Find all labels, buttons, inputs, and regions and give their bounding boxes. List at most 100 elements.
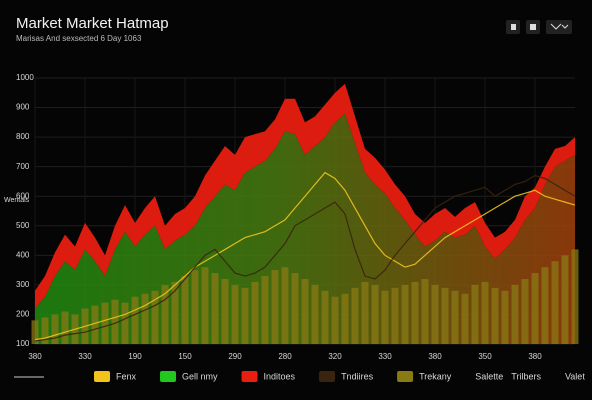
y-tick-label: 1000 xyxy=(16,73,34,82)
x-tick-label: 380 xyxy=(528,352,542,361)
y-tick-label: 400 xyxy=(16,250,30,259)
bar xyxy=(361,281,369,344)
bar xyxy=(31,320,39,344)
line xyxy=(34,171,576,341)
y-tick-label: 900 xyxy=(16,103,30,112)
x-tick-label: 350 xyxy=(478,352,492,361)
bar xyxy=(351,287,359,344)
bar xyxy=(61,311,69,344)
bar xyxy=(201,267,209,344)
bar xyxy=(211,273,219,344)
y-tick-label: 600 xyxy=(16,191,30,200)
legend: Fenx Gell nmy Inditoes Tndiires Trekany Salet… xyxy=(14,371,585,382)
bar xyxy=(101,302,109,344)
bar xyxy=(281,267,289,344)
bar xyxy=(471,284,479,344)
bar xyxy=(231,284,239,344)
bar xyxy=(531,273,539,344)
bar xyxy=(381,290,389,344)
bar xyxy=(141,293,149,344)
x-tick-label: 290 xyxy=(228,352,242,361)
bar xyxy=(251,281,259,344)
bar xyxy=(541,267,549,344)
legend-label: Gell nmy xyxy=(182,371,218,381)
toolbar-button[interactable] xyxy=(546,20,572,34)
x-tick-label: 380 xyxy=(428,352,442,361)
toolbar-icon xyxy=(550,23,569,30)
bar xyxy=(271,270,279,344)
chart-subtitle: Marisas And sexsected 6 Day 1063 xyxy=(16,34,142,43)
legend-swatch xyxy=(241,371,258,382)
bar xyxy=(301,278,309,344)
bar xyxy=(331,296,339,344)
y-tick-label: 200 xyxy=(16,310,30,319)
legend-label: Trekany xyxy=(419,371,452,381)
x-tick-label: 150 xyxy=(178,352,192,361)
bar xyxy=(111,299,119,344)
legend-swatch xyxy=(319,371,336,382)
bar xyxy=(511,284,519,344)
bar xyxy=(311,284,319,344)
x-tick-label: 190 xyxy=(128,352,142,361)
y-tick-label: 700 xyxy=(16,162,30,171)
legend-label: Inditoes xyxy=(264,371,296,381)
legend-swatch xyxy=(397,371,414,382)
x-tick-label: 330 xyxy=(78,352,92,361)
bar xyxy=(221,278,229,344)
bar xyxy=(371,284,379,344)
bar xyxy=(181,276,189,344)
bar xyxy=(551,261,559,344)
y-tick-label: 300 xyxy=(16,280,30,289)
bar xyxy=(151,290,159,344)
area xyxy=(35,113,575,344)
y-tick-label: 500 xyxy=(16,221,30,230)
x-tick-label: 380 xyxy=(28,352,42,361)
bar xyxy=(321,290,329,344)
bar xyxy=(451,290,459,344)
bar xyxy=(191,270,199,344)
bar xyxy=(441,287,449,344)
bar xyxy=(461,293,469,344)
bar xyxy=(401,284,409,344)
legend-swatch xyxy=(94,371,110,382)
bar xyxy=(261,276,269,344)
bar xyxy=(491,287,499,344)
chart-title: Market Market Hatmap xyxy=(16,15,169,32)
y-tick-label: 800 xyxy=(16,132,30,141)
bar xyxy=(431,284,439,344)
legend-note: Valet xyxy=(565,371,585,381)
bar xyxy=(391,287,399,344)
bar xyxy=(51,314,59,344)
bar xyxy=(481,281,489,344)
bar xyxy=(571,249,579,344)
bar xyxy=(171,281,179,344)
line xyxy=(34,174,576,342)
legend-label: Fenx xyxy=(116,371,137,381)
bar xyxy=(421,278,429,344)
bar xyxy=(241,287,249,344)
x-tick-label: 320 xyxy=(328,352,342,361)
bar xyxy=(561,255,569,344)
bar xyxy=(521,278,529,344)
bar xyxy=(341,293,349,344)
bar xyxy=(41,317,49,344)
plot-area: 100 200 300 400 500 600 700 800 900 1000 380 330 190… xyxy=(16,73,579,361)
x-tick-label: 280 xyxy=(278,352,292,361)
bar xyxy=(121,302,129,344)
legend-swatch xyxy=(160,371,177,382)
legend-note: Salette xyxy=(475,371,503,381)
bar xyxy=(411,281,419,344)
legend-note: Trilbers xyxy=(511,371,541,381)
bar xyxy=(161,284,169,344)
area xyxy=(35,83,575,309)
bar xyxy=(291,273,299,344)
bar xyxy=(131,296,139,344)
bar xyxy=(91,305,99,344)
bar xyxy=(501,290,509,344)
x-tick-label: 330 xyxy=(378,352,392,361)
y-tick-label: 100 xyxy=(16,339,30,348)
toolbar-icon xyxy=(511,24,516,30)
toolbar-icon xyxy=(530,24,536,30)
y-axis-label: Wentals xyxy=(4,197,30,204)
